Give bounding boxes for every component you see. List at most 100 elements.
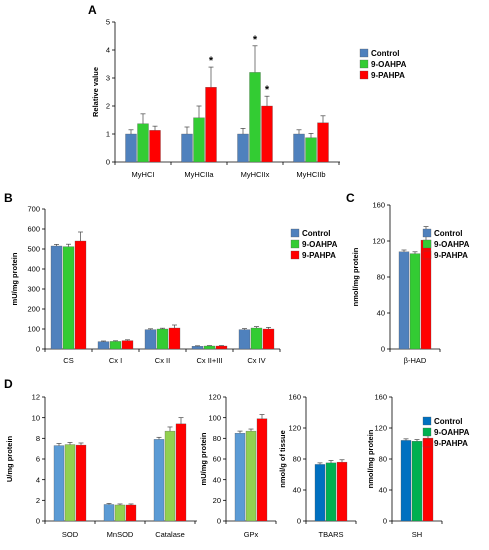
y-tick-label: 120 xyxy=(372,237,385,246)
y-tick-label: 40 xyxy=(213,475,221,484)
bar-9-pahpa-1 xyxy=(205,87,217,163)
x-category-label: GPx xyxy=(244,530,259,539)
bar-control-0 xyxy=(125,133,137,163)
bar-9-oahpa-2 xyxy=(249,72,261,163)
y-axis-label: mU/mg protein xyxy=(199,432,208,485)
legend-label: Control xyxy=(434,229,462,238)
bar-9-pahpa-3 xyxy=(317,122,329,163)
y-tick-label: 0 xyxy=(383,517,387,526)
legend-swatch xyxy=(290,239,300,249)
chart-c: C 0 40 80 120 160 nmol/mg protein β-HAD Control 9… xyxy=(346,191,470,365)
legend-swatch xyxy=(422,239,432,249)
y-tick-label: 120 xyxy=(374,424,387,433)
x-category-label: Cx IV xyxy=(247,356,265,365)
bar-9-pahpa-0 xyxy=(75,444,87,522)
bar-control-0 xyxy=(400,440,412,522)
y-tick-label: 6 xyxy=(36,455,40,464)
y-tick-label: 200 xyxy=(27,305,40,314)
y-tick-label: 700 xyxy=(27,205,40,214)
y-tick-label: 300 xyxy=(27,285,40,294)
legend-label: 9-OAHPA xyxy=(302,240,338,249)
bar-9-oahpa-2 xyxy=(156,328,169,350)
y-tick-label: 100 xyxy=(208,413,221,422)
y-tick-label: 160 xyxy=(372,201,385,210)
bar-control-4 xyxy=(238,329,251,350)
y-tick-label: 0 xyxy=(36,517,40,526)
legend: Control 9-OAHPA 9-PAHPA xyxy=(290,228,338,260)
y-tick-label: 160 xyxy=(374,393,387,402)
x-category-label: MyHCIIa xyxy=(184,170,214,179)
bar-9-oahpa-1 xyxy=(109,341,122,350)
legend-swatch xyxy=(359,48,369,58)
panel-label-d: D xyxy=(4,377,13,391)
y-tick-label: 160 xyxy=(288,393,301,402)
legend-swatch xyxy=(359,59,369,69)
y-tick-label: 0 xyxy=(36,345,40,354)
x-category-label: TBARS xyxy=(318,530,343,539)
bar-9-pahpa-2 xyxy=(261,105,273,163)
bar-9-oahpa-1 xyxy=(193,117,205,163)
legend-label: Control xyxy=(434,417,462,426)
x-category-label: MyHCIIb xyxy=(296,170,325,179)
y-tick-label: 0 xyxy=(381,345,385,354)
x-category-label: MnSOD xyxy=(107,530,134,539)
x-category-label: MyHCI xyxy=(132,170,155,179)
significance-star: * xyxy=(253,34,258,46)
legend-swatch xyxy=(290,250,300,260)
legend-label: Control xyxy=(302,229,330,238)
y-tick-label: 3 xyxy=(106,74,110,83)
bar-9-oahpa-0 xyxy=(245,430,257,522)
x-category-label: Cx II xyxy=(155,356,170,365)
legend-swatch xyxy=(422,228,432,238)
chart-d1: D 0 2 4 6 8 10 12 U/mg protein SOD MnSOD Catalase xyxy=(4,377,197,539)
significance-star: * xyxy=(209,55,214,67)
bar-control-1 xyxy=(181,133,193,163)
bar-control-2 xyxy=(144,329,157,350)
y-tick-label: 20 xyxy=(213,496,221,505)
y-tick-label: 4 xyxy=(36,475,40,484)
bar-control-0 xyxy=(234,433,246,522)
bar-9-pahpa-0 xyxy=(256,418,268,522)
legend-swatch xyxy=(422,438,432,448)
legend-label: 9-PAHPA xyxy=(434,439,468,448)
y-tick-label: 400 xyxy=(27,265,40,274)
x-category-label: Cx I xyxy=(109,356,122,365)
bar-9-pahpa-4 xyxy=(262,328,275,350)
legend-swatch xyxy=(290,228,300,238)
bar-9-oahpa-0 xyxy=(325,462,337,522)
bar-9-oahpa-1 xyxy=(114,504,126,522)
bar-control-2 xyxy=(153,439,165,522)
bar-control-2 xyxy=(237,133,249,163)
y-tick-label: 40 xyxy=(377,309,385,318)
y-tick-label: 0 xyxy=(106,158,110,167)
y-tick-label: 80 xyxy=(377,273,385,282)
y-tick-label: 12 xyxy=(32,393,40,402)
y-tick-label: 120 xyxy=(208,393,221,402)
bar-control-1 xyxy=(97,341,110,350)
y-tick-label: 1 xyxy=(106,130,110,139)
y-tick-label: 100 xyxy=(27,325,40,334)
bar-9-oahpa-3 xyxy=(305,137,317,163)
legend-swatch xyxy=(422,416,432,426)
chart-d3: 0 40 80 120 160 nmol/g of tissue TBARS xyxy=(278,393,357,539)
y-tick-label: 80 xyxy=(293,455,301,464)
legend-swatch xyxy=(422,427,432,437)
legend-label: 9-OAHPA xyxy=(434,428,470,437)
y-tick-label: 2 xyxy=(36,496,40,505)
legend: Control 9-OAHPA 9-PAHPA xyxy=(422,228,470,260)
y-tick-label: 120 xyxy=(288,424,301,433)
panel-label-a: A xyxy=(88,3,97,17)
bar-9-oahpa-2 xyxy=(164,430,176,522)
x-category-label: β-HAD xyxy=(404,356,427,365)
bar-9-pahpa-0 xyxy=(149,130,161,163)
bar-9-oahpa-0 xyxy=(64,444,76,522)
y-tick-label: 0 xyxy=(217,517,221,526)
legend-label: 9-PAHPA xyxy=(434,251,468,260)
legend-label: Control xyxy=(371,49,399,58)
bar-9-oahpa-0 xyxy=(411,441,423,522)
y-tick-label: 40 xyxy=(293,486,301,495)
y-axis-label: Relative value xyxy=(91,67,100,117)
bar-9-pahpa-0 xyxy=(336,461,348,522)
bar-control-3 xyxy=(293,133,305,163)
